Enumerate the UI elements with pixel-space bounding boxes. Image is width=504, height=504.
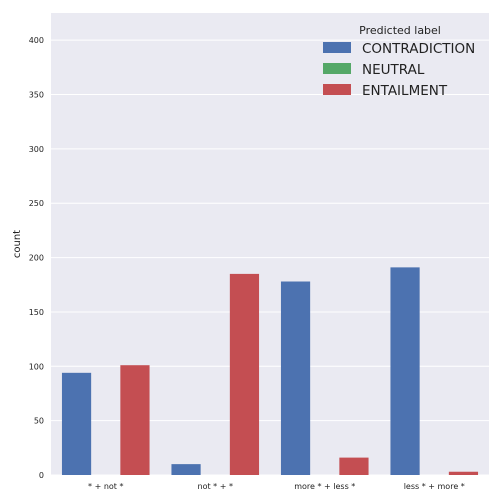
y-tick-label: 200 xyxy=(29,254,44,263)
legend-swatch-neutral xyxy=(323,63,351,74)
x-tick-label: * + not * xyxy=(88,482,123,491)
legend: Predicted label CONTRADICTION NEUTRAL ENTA… xyxy=(323,24,475,99)
bar-entailment-4 xyxy=(448,471,479,475)
bars xyxy=(61,267,479,475)
y-axis-label: count xyxy=(12,230,23,258)
y-tick-label: 150 xyxy=(29,308,44,317)
legend-label-neutral: NEUTRAL xyxy=(362,62,425,78)
y-tick-label: 50 xyxy=(34,417,44,426)
x-tick-label: more * + less * xyxy=(294,482,355,491)
y-tick-label: 400 xyxy=(29,36,44,45)
bar-entailment-3 xyxy=(339,457,369,475)
legend-swatch-entailment xyxy=(323,84,351,95)
legend-swatch-contradiction xyxy=(323,42,351,53)
bar-contradiction-1 xyxy=(61,372,92,475)
bar-entailment-1 xyxy=(120,365,150,475)
bar-contradiction-2 xyxy=(171,464,201,475)
x-tick-label: not * + * xyxy=(198,482,233,491)
y-tick-label: 0 xyxy=(39,471,44,480)
x-axis-ticks: * + not * not * + * more * + less * less * … xyxy=(88,482,465,491)
y-tick-label: 300 xyxy=(29,145,44,154)
y-tick-label: 250 xyxy=(29,199,44,208)
y-axis-ticks: 0 50 100 150 200 250 300 350 400 xyxy=(29,36,44,480)
bar-entailment-2 xyxy=(229,273,260,475)
bar-contradiction-4 xyxy=(390,267,420,475)
y-tick-label: 100 xyxy=(29,362,44,371)
y-tick-label: 350 xyxy=(29,91,44,100)
x-tick-label: less * + more * xyxy=(404,482,465,491)
bar-contradiction-3 xyxy=(280,281,311,475)
legend-title: Predicted label xyxy=(359,24,441,37)
legend-label-contradiction: CONTRADICTION xyxy=(362,41,475,57)
legend-label-entailment: ENTAILMENT xyxy=(362,83,448,99)
